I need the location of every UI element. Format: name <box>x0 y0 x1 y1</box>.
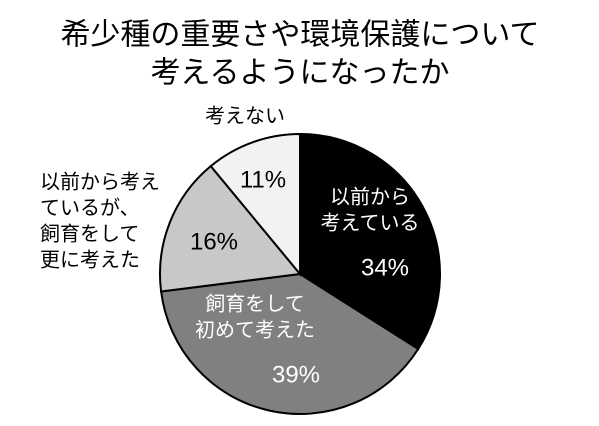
value-label: 16% <box>190 228 238 255</box>
slice-label: ているが、 <box>40 196 140 220</box>
value-label: 34% <box>361 254 409 281</box>
pie-slice <box>209 132 301 277</box>
chart-title: 考えるようになったか <box>150 56 449 91</box>
value-label: 39% <box>272 361 320 388</box>
pie-slice <box>159 164 302 293</box>
pie-slice <box>159 272 420 415</box>
slice-label: 考えている <box>321 211 420 235</box>
chart-title: 希少種の重要さや環境保護について <box>60 18 539 53</box>
slice-label: 更に考えた <box>40 248 140 272</box>
slice-label: 以前から <box>330 185 410 209</box>
slice-label: 初めて考えた <box>195 318 315 342</box>
slice-label: 飼育をして <box>205 292 304 316</box>
slice-label: 以前から考え <box>40 170 160 194</box>
value-label: 11% <box>240 166 286 193</box>
slice-label: 飼育をして <box>40 222 139 246</box>
slice-label: 考えない <box>205 104 285 128</box>
